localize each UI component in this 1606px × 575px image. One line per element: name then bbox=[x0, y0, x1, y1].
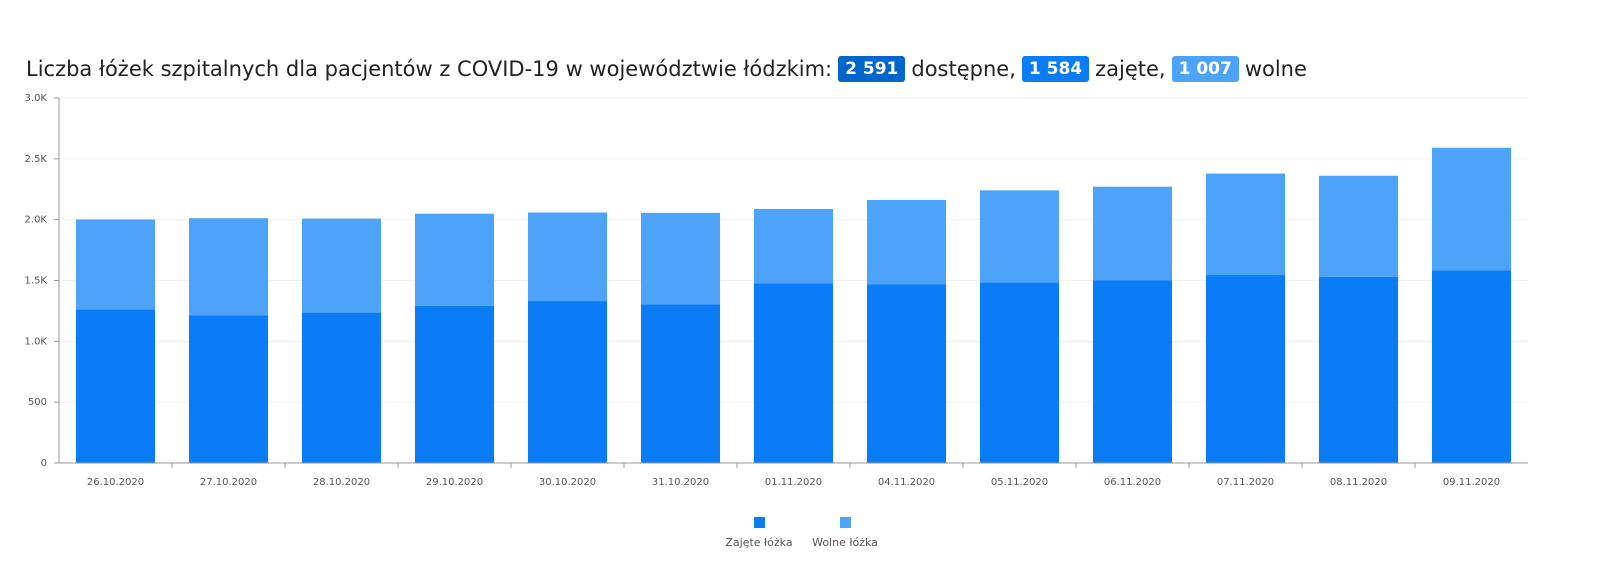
bar-free bbox=[188, 218, 269, 316]
y-tick-label: 2.0K bbox=[25, 215, 48, 226]
bar-free bbox=[75, 219, 156, 310]
bar-free bbox=[866, 199, 947, 285]
y-tick-label: 2.5K bbox=[25, 154, 48, 165]
x-tick-label: 26.10.2020 bbox=[87, 477, 144, 488]
title-prefix: Liczba łóżek szpitalnych dla pacjentów z… bbox=[26, 57, 833, 81]
y-tick-label: 500 bbox=[28, 397, 47, 408]
bar-free bbox=[1205, 173, 1286, 276]
bar-free bbox=[753, 208, 834, 284]
bar-free bbox=[1431, 147, 1512, 271]
x-tick-label: 30.10.2020 bbox=[539, 477, 596, 488]
bar-occupied bbox=[414, 305, 495, 463]
available-label: dostępne, bbox=[911, 57, 1016, 81]
y-tick-label: 3.0K bbox=[25, 93, 48, 104]
bar-free bbox=[1318, 175, 1399, 277]
bar-occupied bbox=[1431, 270, 1512, 463]
x-tick-label: 06.11.2020 bbox=[1104, 477, 1161, 488]
free-badge: 1 007 bbox=[1171, 56, 1239, 82]
bar-occupied bbox=[1092, 280, 1173, 463]
bar-occupied bbox=[753, 283, 834, 463]
bar-free bbox=[1092, 186, 1173, 281]
x-tick-label: 09.11.2020 bbox=[1443, 477, 1500, 488]
legend-label-occupied: Zajęte łóżka bbox=[725, 536, 792, 549]
bar-occupied bbox=[301, 312, 382, 463]
x-tick-label: 29.10.2020 bbox=[426, 477, 483, 488]
bar-free bbox=[414, 213, 495, 306]
x-tick-label: 27.10.2020 bbox=[200, 477, 257, 488]
x-tick-label: 04.11.2020 bbox=[878, 477, 935, 488]
x-tick-label: 07.11.2020 bbox=[1217, 477, 1274, 488]
chart-title: Liczba łóżek szpitalnych dla pacjentów z… bbox=[26, 52, 1307, 86]
bar-free bbox=[640, 212, 721, 305]
bar-occupied bbox=[640, 304, 721, 463]
free-label: wolne bbox=[1244, 57, 1307, 81]
x-tick-label: 01.11.2020 bbox=[765, 477, 822, 488]
bar-free bbox=[527, 212, 608, 302]
bar-occupied bbox=[866, 284, 947, 463]
bar-occupied bbox=[527, 301, 608, 463]
y-tick-label: 0 bbox=[41, 458, 47, 469]
x-tick-label: 28.10.2020 bbox=[313, 477, 370, 488]
legend-swatch-free bbox=[840, 517, 851, 528]
y-tick-label: 1.5K bbox=[25, 276, 48, 287]
bar-occupied bbox=[75, 309, 156, 463]
bar-occupied bbox=[188, 315, 269, 463]
available-badge: 2 591 bbox=[838, 56, 906, 82]
x-tick-label: 31.10.2020 bbox=[652, 477, 709, 488]
bar-occupied bbox=[1318, 276, 1399, 463]
occupied-label: zajęte, bbox=[1095, 57, 1166, 81]
bar-free bbox=[979, 190, 1060, 283]
legend-swatch-occupied bbox=[754, 517, 765, 528]
x-tick-label: 05.11.2020 bbox=[991, 477, 1048, 488]
bar-occupied bbox=[1205, 275, 1286, 463]
x-tick-label: 08.11.2020 bbox=[1330, 477, 1387, 488]
legend-label-free: Wolne łóżka bbox=[812, 536, 878, 549]
bar-occupied bbox=[979, 282, 1060, 463]
bar-free bbox=[301, 218, 382, 313]
y-tick-label: 1.0K bbox=[25, 336, 48, 347]
occupied-badge: 1 584 bbox=[1021, 56, 1090, 82]
